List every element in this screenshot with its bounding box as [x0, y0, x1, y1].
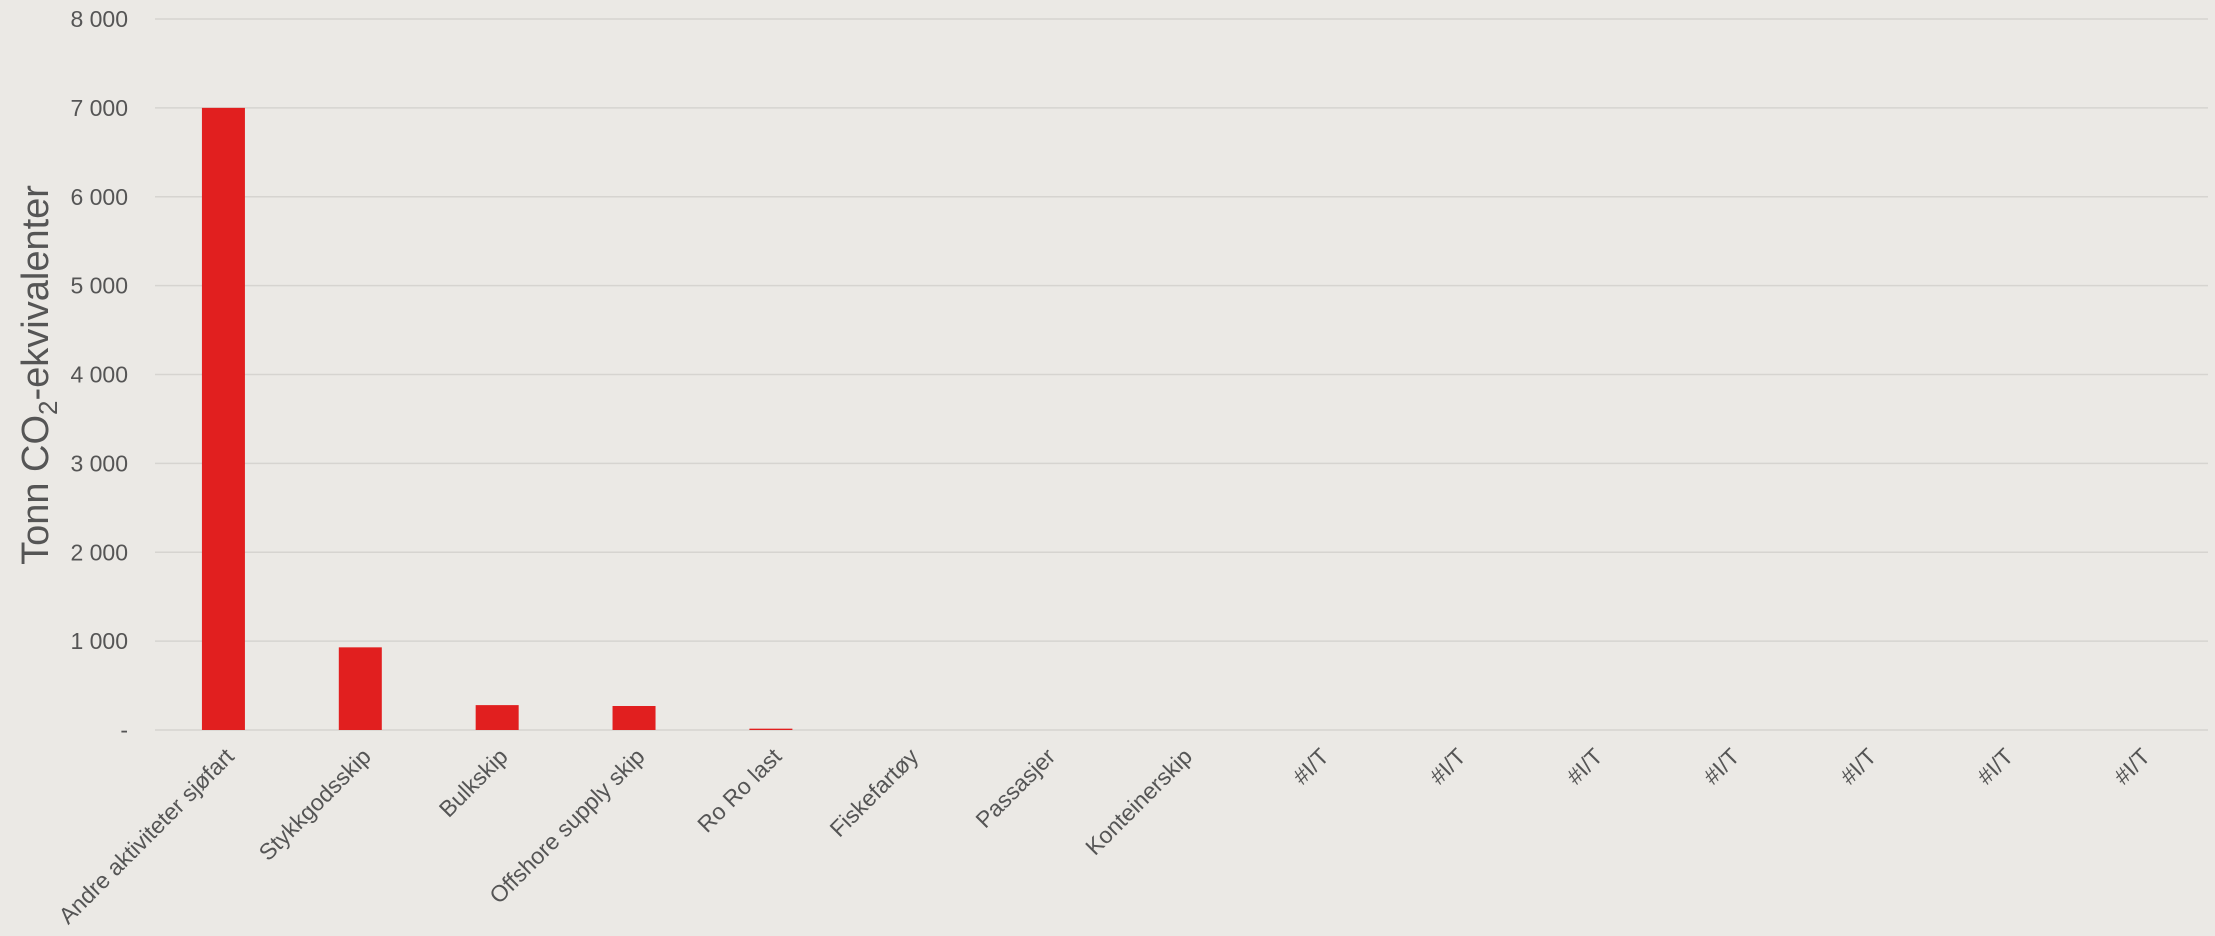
y-tick-label: 8 000: [70, 6, 128, 32]
bar: [338, 647, 382, 730]
x-tick-label: #I/T: [1972, 743, 2018, 789]
gridlines: [155, 18, 2208, 731]
y-tick-label: 6 000: [70, 184, 128, 210]
x-tick-label: Fiskefartøy: [824, 743, 923, 842]
x-tick-label: #I/T: [1835, 743, 1881, 789]
x-tick-label: #I/T: [1561, 743, 1607, 789]
bars: [201, 107, 793, 730]
x-tick-label: Andre aktiviteter sjøfart: [53, 743, 239, 929]
y-tick-label: 5 000: [70, 273, 128, 299]
x-tick-label: Konteinerskip: [1080, 743, 1197, 860]
x-tick-label: #I/T: [2109, 743, 2155, 789]
y-tick-label: 2 000: [70, 539, 128, 565]
y-tick-label: 4 000: [70, 362, 128, 388]
bar: [201, 107, 245, 730]
x-tick-label: Bulkskip: [434, 743, 513, 822]
x-tick-label: Passasjer: [970, 743, 1060, 833]
y-axis-ticks: - 1 000 2 000 3 000 4 000 5 000 6 000 7 000 8 00…: [70, 6, 128, 743]
x-tick-label: Offshore supply skip: [484, 743, 649, 908]
bar: [475, 705, 519, 730]
bar: [749, 728, 793, 730]
y-tick-label: -: [120, 717, 128, 743]
x-tick-label: #I/T: [1287, 743, 1333, 789]
x-axis-ticks: Andre aktiviteter sjøfart Stykkgodsskip Bu…: [53, 743, 2155, 929]
y-tick-label: 3 000: [70, 450, 128, 476]
x-tick-label: Stykkgodsskip: [253, 743, 375, 865]
y-tick-label: 7 000: [70, 95, 128, 121]
y-tick-label: 1 000: [70, 628, 128, 654]
bar: [612, 706, 656, 730]
y-axis-label: Tonn CO2-ekvivalenter: [15, 185, 63, 565]
x-tick-label: #I/T: [1698, 743, 1744, 789]
x-tick-label: Ro Ro last: [692, 743, 787, 838]
x-tick-label: #I/T: [1424, 743, 1470, 789]
